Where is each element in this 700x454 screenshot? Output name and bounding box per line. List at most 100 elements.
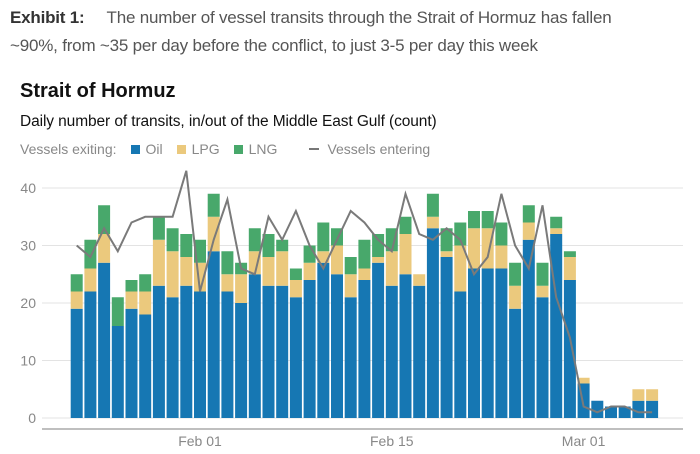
bar-lng [262, 234, 275, 257]
bar-lpg [550, 228, 563, 234]
legend: Vessels exiting: Oil LPG LNG Vessels ent… [20, 141, 430, 157]
bar-lng [563, 251, 576, 257]
bar-oil [440, 257, 453, 418]
bar-oil [125, 308, 138, 418]
bar-lpg [440, 251, 453, 257]
bar-lng [84, 239, 97, 269]
bar-oil [385, 285, 398, 418]
bar-lpg [577, 377, 590, 384]
bar-lpg [372, 257, 385, 263]
bar-oil [413, 285, 426, 418]
y-tick-label: 0 [28, 410, 36, 426]
bar-oil [221, 291, 234, 418]
bar-oil [207, 251, 220, 418]
bar-oil [358, 280, 371, 418]
bar-lpg [180, 257, 193, 286]
bar-lng [440, 228, 453, 252]
bar-lpg [495, 245, 508, 269]
chart-title: Strait of Hormuz [20, 80, 176, 102]
bar-oil [372, 262, 385, 418]
bar-oil [84, 291, 97, 418]
bar-oil [632, 400, 645, 418]
line-vessels-entering [76, 170, 653, 414]
legend-label-lng: LNG [248, 141, 278, 157]
y-tick-label: 10 [20, 353, 36, 369]
legend-line-entering [309, 148, 320, 150]
chart-subtitle: Daily number of transits, in/out of the … [20, 113, 437, 130]
bar-lng [221, 251, 234, 275]
bar-oil [536, 297, 549, 418]
bar-oil [399, 274, 412, 418]
x-tick-label: Feb 01 [178, 433, 222, 449]
bar-lpg [468, 228, 480, 269]
bar-lpg [262, 257, 275, 286]
bar-oil [495, 268, 508, 418]
bar-oil [646, 400, 659, 418]
bar-oil [180, 285, 193, 418]
bar-lpg [207, 216, 220, 252]
bar-lng [454, 222, 467, 246]
y-tick-label: 30 [20, 238, 36, 254]
bar-lpg [632, 389, 645, 401]
bar-lpg [522, 222, 535, 240]
bar-oil [509, 308, 522, 418]
bar-lng [509, 262, 522, 286]
bar-oil [591, 400, 604, 418]
bar-lng [426, 193, 439, 217]
bar-lpg [276, 251, 289, 286]
bar-oil [618, 406, 631, 418]
bar-oil [194, 291, 206, 418]
bar-lng [70, 274, 83, 292]
bar-lng [385, 228, 398, 252]
bar-lpg [248, 251, 261, 275]
bar-oil [550, 234, 563, 418]
bar-lng [495, 222, 508, 246]
bar-oil [111, 326, 124, 418]
bar-lpg [139, 291, 152, 315]
x-tick-label: Feb 15 [370, 433, 414, 449]
exhibit-caption-line-1: Exhibit 1: The number of vessel transits … [10, 8, 612, 28]
bar-lng [180, 234, 193, 257]
bar-lng [358, 239, 371, 269]
bar-oil [522, 239, 535, 418]
legend-label-lpg: LPG [191, 141, 220, 157]
bar-oil [166, 297, 179, 418]
bar-lng [166, 228, 179, 252]
bar-lng [125, 280, 138, 292]
bar-lng [248, 228, 261, 252]
bar-lng [372, 234, 385, 257]
bar-lpg [166, 251, 179, 298]
bar-lpg [84, 268, 97, 292]
x-tick-label: Mar 01 [562, 433, 606, 449]
bar-lng [317, 222, 330, 252]
bar-lng [289, 268, 302, 280]
y-tick-label: 20 [20, 295, 36, 311]
bar-lpg [98, 234, 111, 263]
bar-oil [605, 406, 617, 418]
bar-oil [481, 268, 494, 418]
bar-oil [262, 285, 275, 418]
bar-oil [289, 297, 302, 418]
bar-lpg [481, 228, 494, 269]
y-tick-label: 40 [20, 180, 36, 196]
bar-lng [98, 205, 111, 234]
bar-lpg [358, 268, 371, 280]
bar-lng [276, 239, 289, 252]
bar-lpg [563, 257, 576, 280]
bar-lng [468, 211, 480, 229]
bar-lpg [426, 216, 439, 229]
bar-oil [331, 274, 343, 418]
bar-lng [481, 211, 494, 229]
bar-lpg [385, 251, 398, 286]
bar-lng [536, 262, 549, 286]
bar-oil [303, 280, 316, 418]
bar-lpg [536, 285, 549, 298]
legend-label-entering: Vessels entering [327, 141, 431, 157]
bar-lng [152, 216, 165, 240]
bar-lpg [125, 291, 138, 309]
bar-oil [139, 314, 152, 418]
bar-oil [70, 308, 83, 418]
bar-oil [317, 262, 330, 418]
bar-lng [344, 257, 357, 275]
